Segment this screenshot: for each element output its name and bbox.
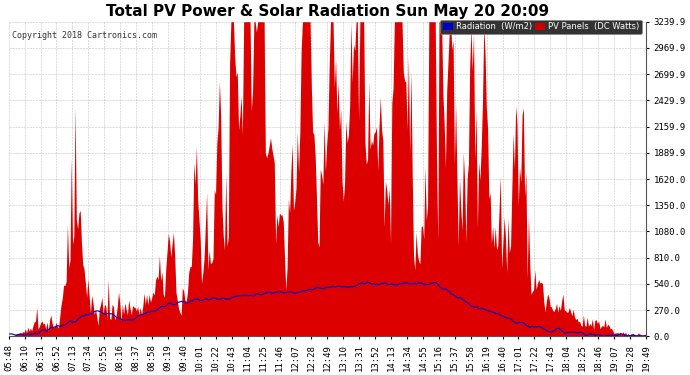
Legend: Radiation  (W/m2), PV Panels  (DC Watts): Radiation (W/m2), PV Panels (DC Watts) <box>440 20 642 34</box>
Text: Copyright 2018 Cartronics.com: Copyright 2018 Cartronics.com <box>12 31 157 40</box>
Title: Total PV Power & Solar Radiation Sun May 20 20:09: Total PV Power & Solar Radiation Sun May… <box>106 4 549 19</box>
